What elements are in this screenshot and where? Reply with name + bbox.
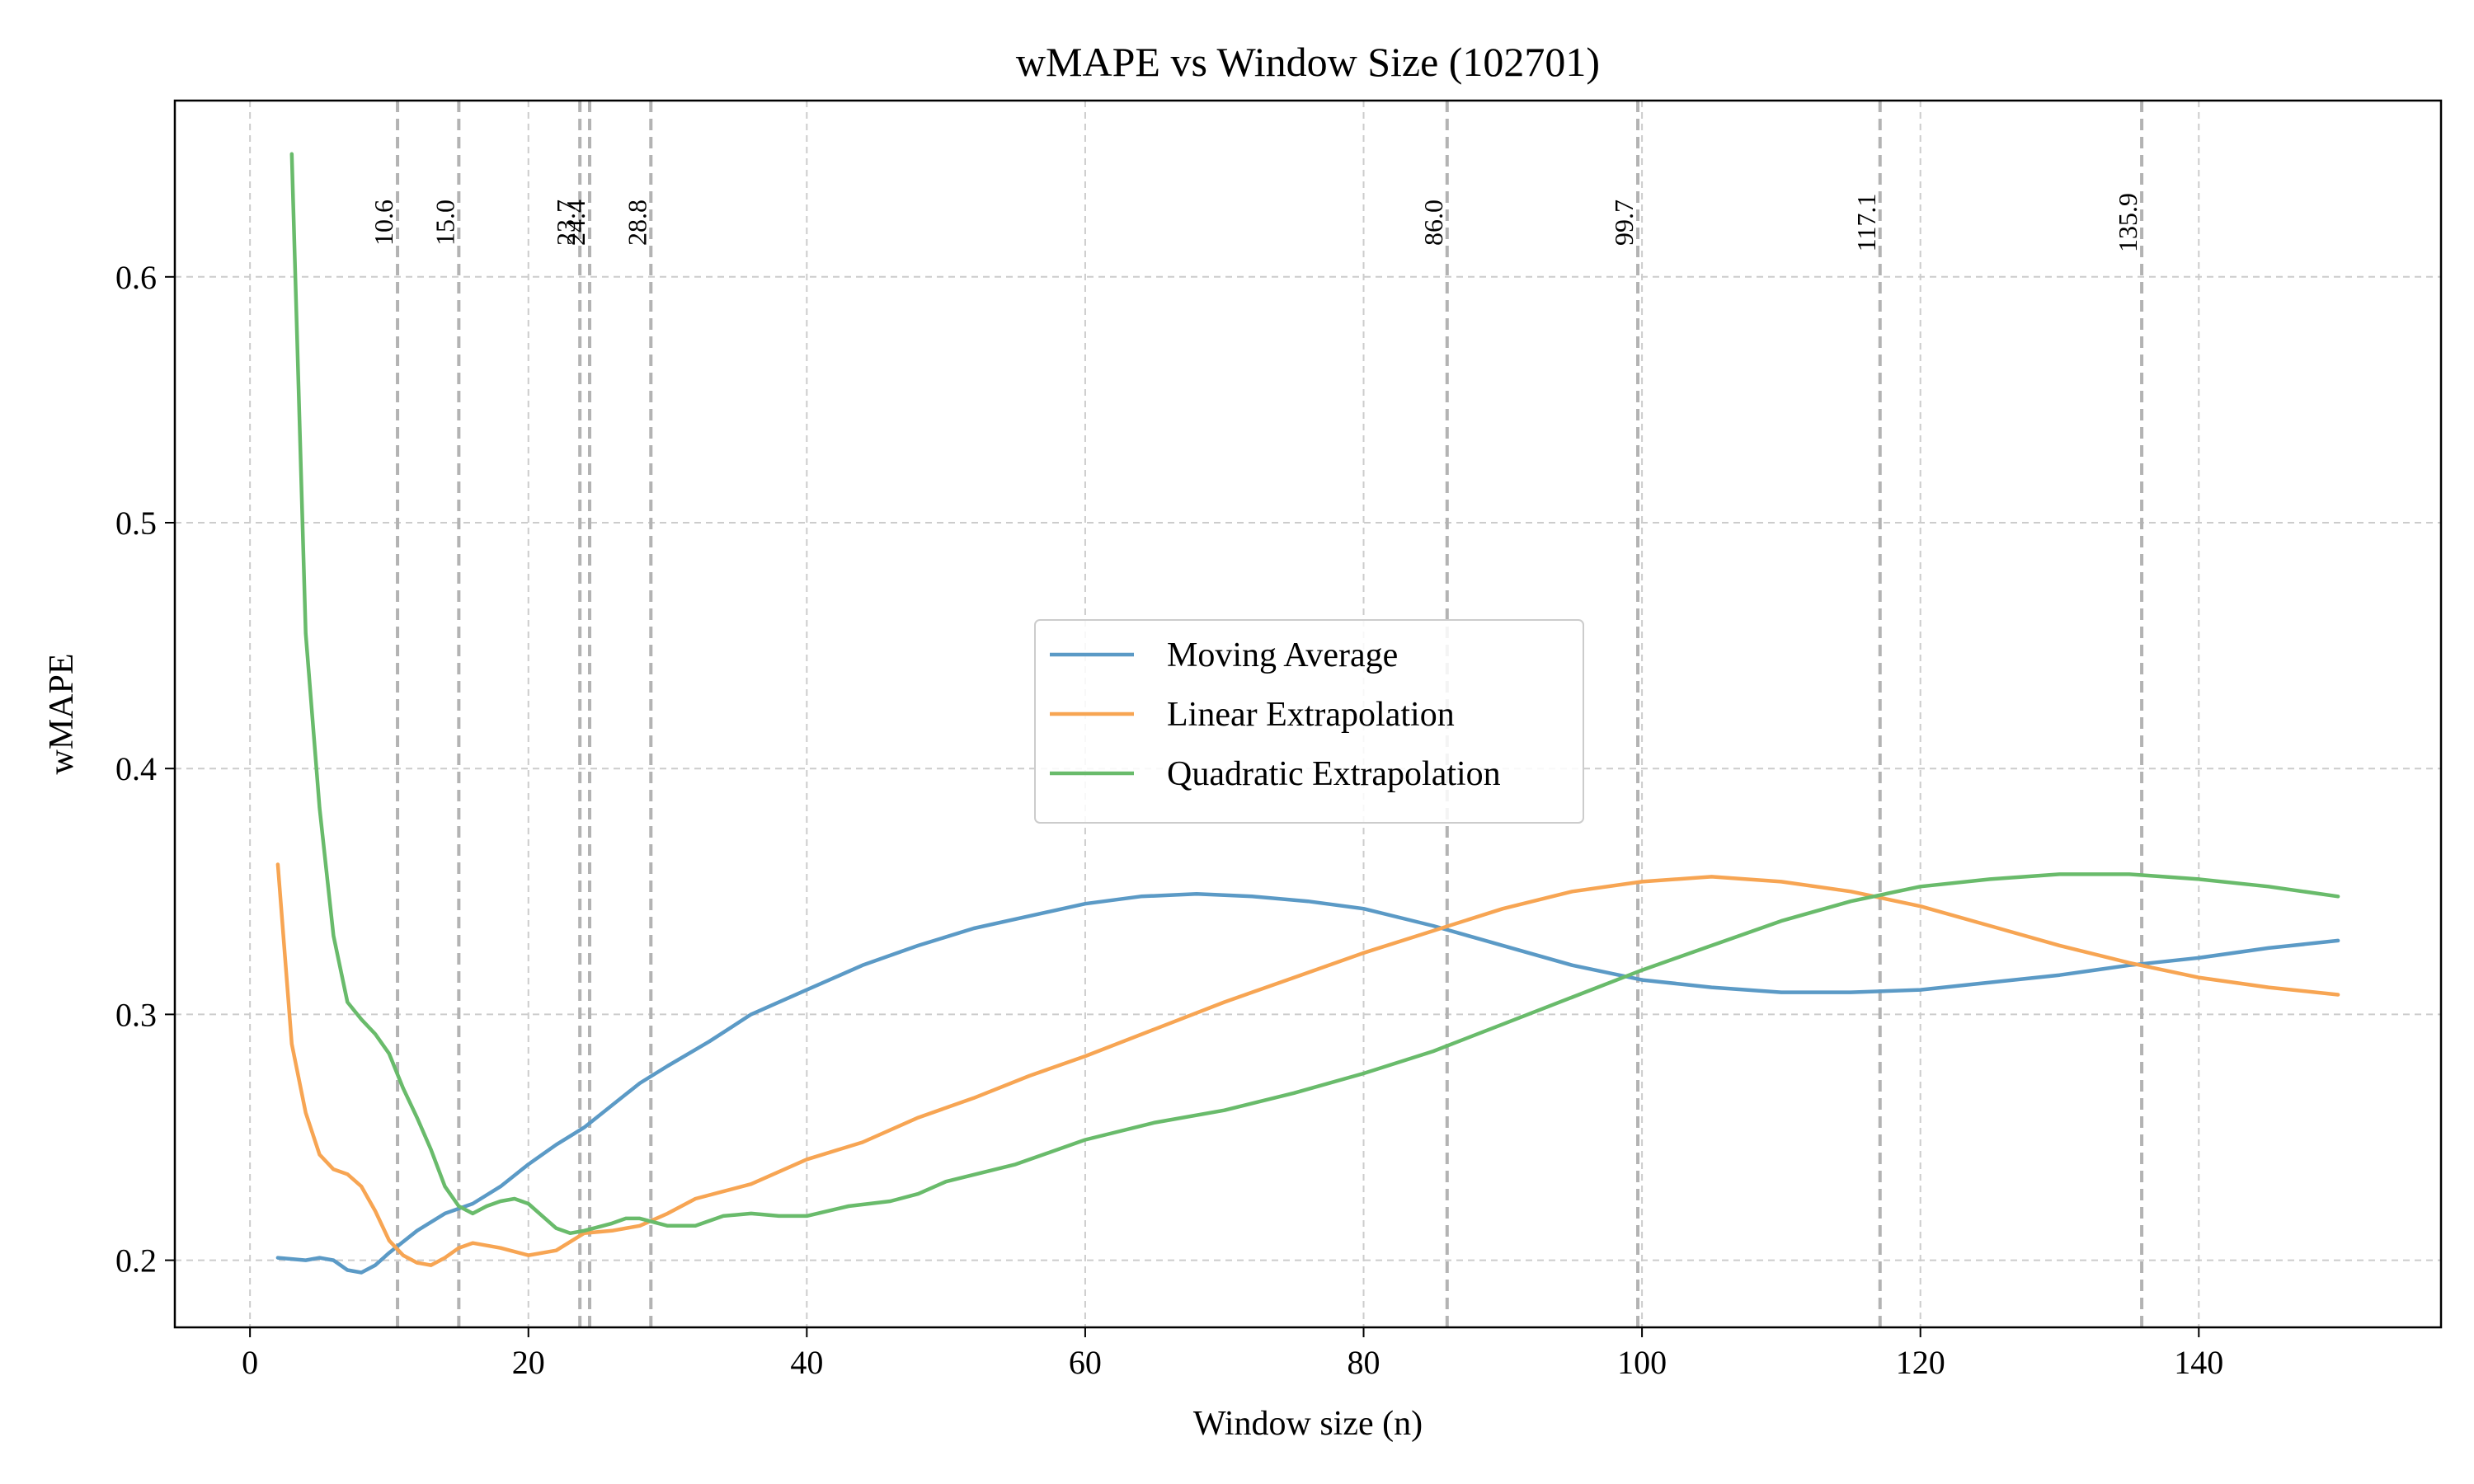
series-lines — [275, 152, 2340, 1275]
x-tick-label: 40 — [790, 1344, 823, 1381]
y-axis-label: wMAPE — [43, 653, 81, 774]
legend-label: Moving Average — [1167, 636, 1398, 674]
threshold-label: 24.4 — [561, 200, 590, 246]
threshold-label: 10.6 — [369, 200, 398, 246]
x-axis-label: Window size (n) — [1193, 1405, 1423, 1443]
threshold-label: 99.7 — [1609, 200, 1639, 246]
x-tick-label: 60 — [1069, 1344, 1102, 1381]
legend-label: Quadratic Extrapolation — [1167, 755, 1501, 793]
threshold-label: 23.7 — [551, 200, 581, 246]
legend-label: Linear Extrapolation — [1167, 696, 1455, 734]
threshold-label: 135.9 — [2113, 193, 2142, 252]
series-line — [275, 892, 2340, 1275]
threshold-label: 15.0 — [430, 200, 459, 246]
x-tick-label: 140 — [2174, 1344, 2223, 1381]
series-line — [289, 152, 2340, 1236]
threshold-label: 86.0 — [1418, 200, 1448, 246]
y-tick-label: 0.5 — [115, 505, 157, 542]
x-tick-label: 80 — [1348, 1344, 1380, 1381]
x-tick-label: 120 — [1896, 1344, 1945, 1381]
chart-title: wMAPE vs Window Size (102701) — [1016, 39, 1600, 85]
threshold-label: 28.8 — [622, 200, 651, 246]
y-tick-label: 0.6 — [115, 259, 157, 296]
series-line — [275, 862, 2340, 1267]
y-tick-label: 0.4 — [115, 750, 157, 787]
threshold-label: 117.1 — [1851, 194, 1881, 252]
y-tick-label: 0.3 — [115, 996, 157, 1033]
x-tick-label: 20 — [512, 1344, 545, 1381]
x-tick-label: 0 — [242, 1344, 258, 1381]
plot-frame — [173, 99, 2443, 1329]
x-tick-label: 100 — [1617, 1344, 1667, 1381]
axis-ticks: 0 20 40 60 80 100 120 140 0.2 0.3 0.4 0.5 0.6 — [115, 259, 2223, 1381]
y-tick-label: 0.2 — [115, 1242, 157, 1280]
legend: Moving Average Linear Extrapolation Quadra… — [1034, 619, 1584, 824]
legend-box — [1034, 619, 1584, 824]
